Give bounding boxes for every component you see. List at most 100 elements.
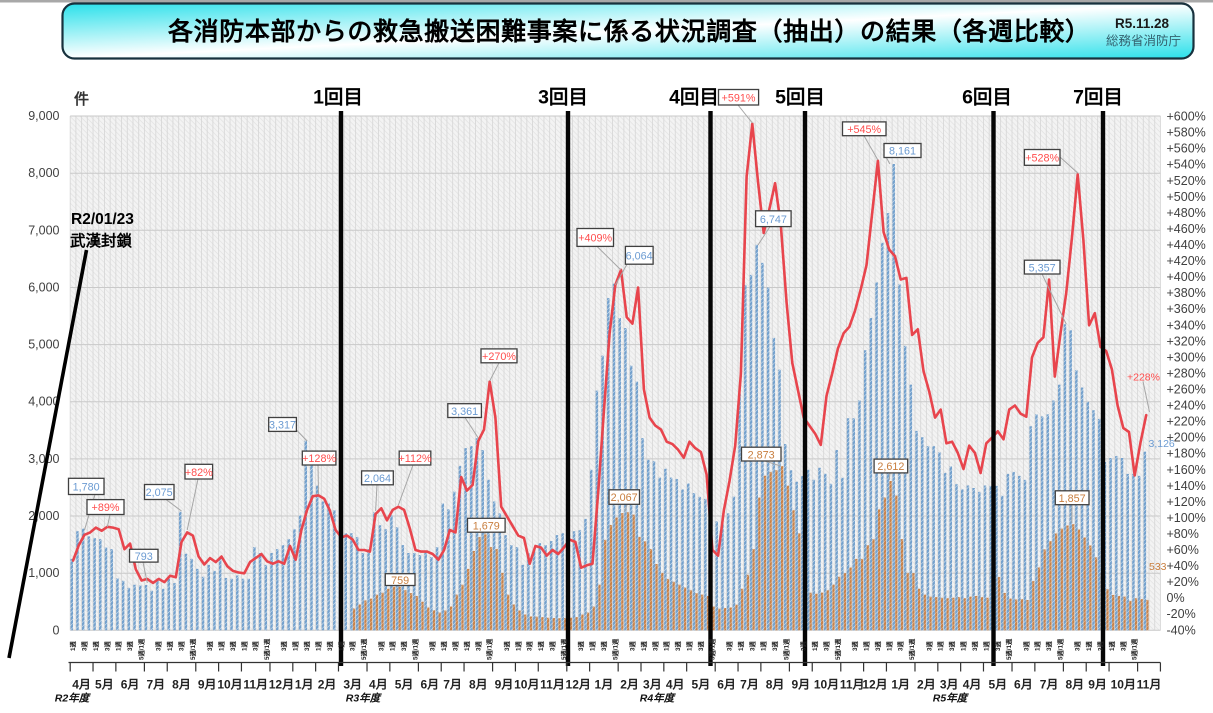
svg-text:12月: 12月 (566, 678, 591, 692)
svg-text:3週: 3週 (799, 640, 808, 651)
svg-text:+340%: +340% (1167, 318, 1206, 332)
svg-text:1週: 1週 (1033, 640, 1042, 651)
svg-text:+89%: +89% (92, 502, 120, 514)
svg-text:11月: 11月 (1137, 678, 1162, 692)
svg-text:3週: 3週 (873, 640, 882, 651)
svg-text:1週: 1週 (165, 640, 174, 651)
svg-text:8月: 8月 (766, 678, 785, 692)
svg-text:1週: 1週 (662, 640, 671, 651)
svg-text:3週: 3週 (896, 640, 905, 651)
svg-text:+200%: +200% (1167, 431, 1206, 445)
svg-text:R3年度: R3年度 (346, 692, 383, 705)
svg-text:3週: 3週 (747, 640, 756, 651)
svg-text:7月: 7月 (443, 678, 462, 692)
svg-text:2月: 2月 (917, 678, 936, 692)
svg-text:11月: 11月 (840, 678, 865, 692)
svg-text:3週: 3週 (725, 640, 734, 651)
svg-text:5週/1週: 5週/1週 (137, 638, 146, 660)
svg-text:5週/1週: 5週/1週 (559, 638, 568, 660)
svg-text:1月: 1月 (891, 678, 910, 692)
svg-text:3週: 3週 (228, 640, 237, 651)
svg-text:5回目: 5回目 (775, 87, 825, 109)
svg-text:9月: 9月 (1088, 678, 1107, 692)
svg-text:7月: 7月 (740, 678, 759, 692)
svg-text:総務省消防庁: 総務省消防庁 (1106, 33, 1181, 48)
svg-text:10月: 10月 (1111, 678, 1136, 692)
svg-text:3週: 3週 (850, 640, 859, 651)
svg-text:6,064: 6,064 (626, 251, 653, 263)
svg-text:759: 759 (391, 575, 409, 587)
svg-text:2月: 2月 (318, 678, 337, 692)
svg-text:3週: 3週 (822, 640, 831, 651)
svg-text:2月: 2月 (620, 678, 639, 692)
svg-text:4,000: 4,000 (28, 395, 59, 409)
svg-text:4月: 4月 (369, 678, 388, 692)
svg-text:R2年度: R2年度 (55, 692, 92, 705)
svg-text:1月: 1月 (595, 678, 614, 692)
svg-text:3月: 3月 (343, 678, 362, 692)
svg-text:+160%: +160% (1167, 463, 1206, 477)
svg-text:7,000: 7,000 (28, 223, 59, 237)
svg-text:+240%: +240% (1167, 399, 1206, 413)
svg-text:1週: 1週 (314, 640, 323, 651)
svg-text:+409%: +409% (578, 233, 612, 245)
svg-text:+280%: +280% (1167, 366, 1206, 380)
svg-text:5週/1週: 5週/1週 (411, 638, 420, 660)
svg-text:3週: 3週 (525, 640, 534, 651)
svg-text:+591%: +591% (722, 93, 756, 105)
svg-text:1週: 1週 (588, 640, 597, 651)
svg-text:3週: 3週 (125, 640, 134, 651)
svg-text:5,000: 5,000 (28, 338, 59, 352)
svg-text:793: 793 (135, 551, 153, 563)
svg-text:+80%: +80% (1167, 527, 1199, 541)
svg-text:+528%: +528% (1025, 153, 1059, 165)
svg-text:5週/1週: 5週/1週 (610, 638, 619, 660)
svg-text:1週: 1週 (68, 640, 77, 651)
svg-text:5月: 5月 (692, 678, 711, 692)
svg-text:+460%: +460% (1167, 222, 1206, 236)
svg-text:2,075: 2,075 (146, 487, 173, 499)
svg-text:R2/01/23: R2/01/23 (71, 211, 134, 228)
svg-text:+400%: +400% (1167, 270, 1206, 284)
svg-text:+480%: +480% (1167, 206, 1206, 220)
svg-text:3週: 3週 (325, 640, 334, 651)
svg-text:6月: 6月 (717, 678, 736, 692)
svg-text:1週: 1週 (1107, 640, 1116, 651)
svg-text:1週: 1週 (884, 640, 893, 651)
svg-text:1週: 1週 (639, 640, 648, 651)
svg-text:+580%: +580% (1167, 126, 1206, 140)
svg-text:3週: 3週 (970, 640, 979, 651)
svg-text:+360%: +360% (1167, 302, 1206, 316)
svg-text:3週: 3週 (348, 640, 357, 651)
svg-text:6回目: 6回目 (962, 87, 1012, 109)
svg-text:5月: 5月 (95, 678, 114, 692)
svg-text:3週: 3週 (770, 640, 779, 651)
svg-text:4月: 4月 (666, 678, 685, 692)
svg-text:3週: 3週 (650, 640, 659, 651)
svg-text:3週: 3週 (80, 640, 89, 651)
svg-text:4回目: 4回目 (669, 87, 719, 109)
svg-text:11月: 11月 (540, 678, 565, 692)
svg-text:+60%: +60% (1167, 543, 1199, 557)
svg-text:3週: 3週 (177, 640, 186, 651)
svg-text:4月: 4月 (963, 678, 982, 692)
svg-text:9月: 9月 (791, 678, 810, 692)
svg-text:件: 件 (74, 90, 89, 108)
svg-text:5週/1週: 5週/1週 (1056, 638, 1065, 660)
svg-text:+180%: +180% (1167, 447, 1206, 461)
svg-text:+300%: +300% (1167, 350, 1206, 364)
svg-text:8,000: 8,000 (28, 166, 59, 180)
svg-text:3週: 3週 (1096, 640, 1105, 651)
svg-text:1週: 1週 (462, 640, 471, 651)
svg-text:3月: 3月 (940, 678, 959, 692)
svg-text:-40%: -40% (1167, 623, 1196, 637)
svg-text:10月: 10月 (814, 678, 839, 692)
svg-text:+520%: +520% (1167, 174, 1206, 188)
svg-text:1週: 1週 (291, 640, 300, 651)
svg-text:2,000: 2,000 (28, 509, 59, 523)
svg-text:7回目: 7回目 (1073, 87, 1123, 109)
svg-text:-20%: -20% (1167, 607, 1196, 621)
svg-text:1週: 1週 (239, 640, 248, 651)
svg-text:+220%: +220% (1167, 415, 1206, 429)
svg-text:3週: 3週 (251, 640, 260, 651)
